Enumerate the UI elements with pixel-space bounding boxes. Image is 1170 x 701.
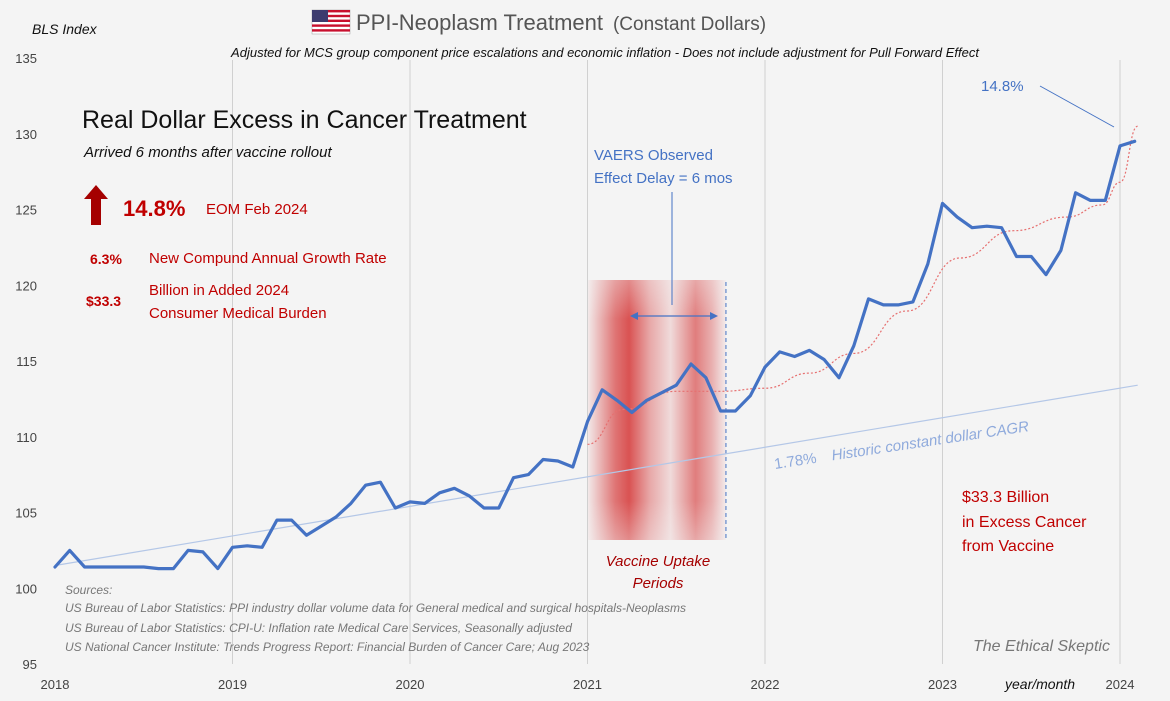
y-tick-label: 95 — [23, 657, 37, 672]
y-tick-label: 105 — [15, 506, 37, 521]
delay-double-arrow-icon — [630, 312, 718, 320]
y-tick-label: 115 — [16, 354, 37, 369]
big-percent: 14.8% — [123, 196, 185, 221]
series-layer — [53, 125, 1139, 571]
excess-label-1: $33.3 Billion — [962, 489, 1049, 506]
vaccine-uptake-band — [587, 280, 727, 540]
trend-label: 1.78% Historic constant dollar CAGR — [773, 418, 1030, 473]
cagr-value: 6.3% — [90, 251, 122, 267]
gridlines — [232, 60, 1121, 664]
y-tick-label: 135 — [15, 51, 37, 66]
source-line-3: US National Cancer Institute: Trends Pro… — [65, 640, 590, 654]
y-tick-label: 110 — [16, 430, 37, 445]
y-tick-label: 130 — [15, 127, 37, 142]
top-right-percent: 14.8% — [981, 78, 1024, 95]
excess-trend-line — [587, 125, 1139, 445]
x-tick-label: 2020 — [396, 677, 425, 692]
trend-text: Historic constant dollar CAGR — [830, 418, 1030, 464]
excess-label-3: from Vaccine — [962, 538, 1054, 555]
top-right-pointer-line — [1039, 85, 1115, 128]
x-tick-label: 2021 — [573, 677, 602, 692]
x-tick-label: 2023 — [928, 677, 957, 692]
x-axis-label: year/month — [1004, 676, 1075, 692]
x-axis-ticks: 2018 2019 2020 2021 2022 2023 2024 — [41, 677, 1135, 692]
source-line-2: US Bureau of Labor Statistics: CPI-U: In… — [65, 621, 572, 635]
cagr-label: New Compund Annual Growth Rate — [149, 250, 387, 267]
chart-title: PPI-Neoplasm Treatment (Constant Dollars) — [356, 10, 766, 35]
billion-value: $33.3 — [86, 293, 121, 309]
headline-sub: Arrived 6 months after vaccine rollout — [83, 144, 332, 161]
x-tick-label: 2022 — [751, 677, 780, 692]
historic-cagr-trend-line — [54, 384, 1138, 567]
trend-pct: 1.78% — [773, 450, 818, 473]
y-tick-label: 125 — [15, 203, 37, 218]
x-tick-label: 2024 — [1106, 677, 1135, 692]
excess-label-2: in Excess Cancer — [962, 514, 1087, 531]
watermark: The Ethical Skeptic — [973, 638, 1110, 655]
billion-label-2: Consumer Medical Burden — [149, 305, 327, 322]
source-line-1: US Bureau of Labor Statistics: PPI indus… — [65, 601, 686, 615]
big-percent-label: EOM Feb 2024 — [206, 201, 308, 218]
up-arrow-icon — [84, 185, 108, 225]
sources-title: Sources: — [65, 583, 112, 597]
ppi-series-line — [53, 139, 1137, 571]
vaers-label-1: VAERS Observed — [594, 147, 713, 164]
x-tick-label: 2019 — [218, 677, 247, 692]
y-axis-label: BLS Index — [32, 21, 98, 37]
vaccine-uptake-fade — [587, 280, 726, 540]
us-flag-icon — [311, 9, 351, 35]
y-axis-ticks: 95 100 105 110 115 120 125 130 135 — [15, 51, 37, 672]
billion-label-1: Billion in Added 2024 — [149, 282, 289, 299]
uptake-label-1: Vaccine Uptake — [606, 553, 711, 570]
y-tick-label: 120 — [15, 278, 37, 293]
vaers-label-2: Effect Delay = 6 mos — [594, 170, 733, 187]
uptake-label-2: Periods — [633, 575, 684, 592]
chart-subtitle: Adjusted for MCS group component price e… — [230, 45, 980, 60]
y-tick-label: 100 — [15, 581, 37, 596]
x-tick-label: 2018 — [41, 677, 70, 692]
headline: Real Dollar Excess in Cancer Treatment — [82, 106, 527, 134]
